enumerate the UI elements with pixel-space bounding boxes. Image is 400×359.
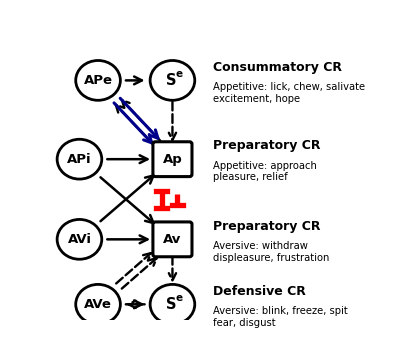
Text: Ap: Ap (162, 153, 182, 166)
Text: AVe: AVe (84, 298, 112, 311)
Text: Aversive: blink, freeze, spit
fear, disgust: Aversive: blink, freeze, spit fear, disg… (213, 306, 348, 327)
Circle shape (57, 139, 102, 179)
Text: Defensive CR: Defensive CR (213, 285, 306, 298)
FancyBboxPatch shape (153, 222, 192, 257)
Text: Av: Av (163, 233, 182, 246)
Text: Consummatory CR: Consummatory CR (213, 61, 342, 74)
Circle shape (150, 284, 195, 324)
Circle shape (76, 61, 120, 100)
Text: e: e (176, 293, 183, 303)
Text: Aversive: withdraw
displeasure, frustration: Aversive: withdraw displeasure, frustrat… (213, 241, 329, 262)
Circle shape (76, 284, 120, 324)
FancyBboxPatch shape (153, 142, 192, 177)
Text: Preparatory CR: Preparatory CR (213, 220, 320, 233)
Circle shape (150, 61, 195, 100)
Text: S: S (166, 73, 176, 88)
Text: Appetitive: approach
pleasure, relief: Appetitive: approach pleasure, relief (213, 161, 317, 182)
Circle shape (57, 219, 102, 259)
Text: Preparatory CR: Preparatory CR (213, 139, 320, 153)
Text: APi: APi (67, 153, 92, 166)
Text: Appetitive: lick, chew, salivate
excitement, hope: Appetitive: lick, chew, salivate excitem… (213, 82, 365, 104)
Text: S: S (166, 297, 176, 312)
Text: e: e (176, 69, 183, 79)
Text: APe: APe (84, 74, 112, 87)
Text: AVi: AVi (68, 233, 92, 246)
